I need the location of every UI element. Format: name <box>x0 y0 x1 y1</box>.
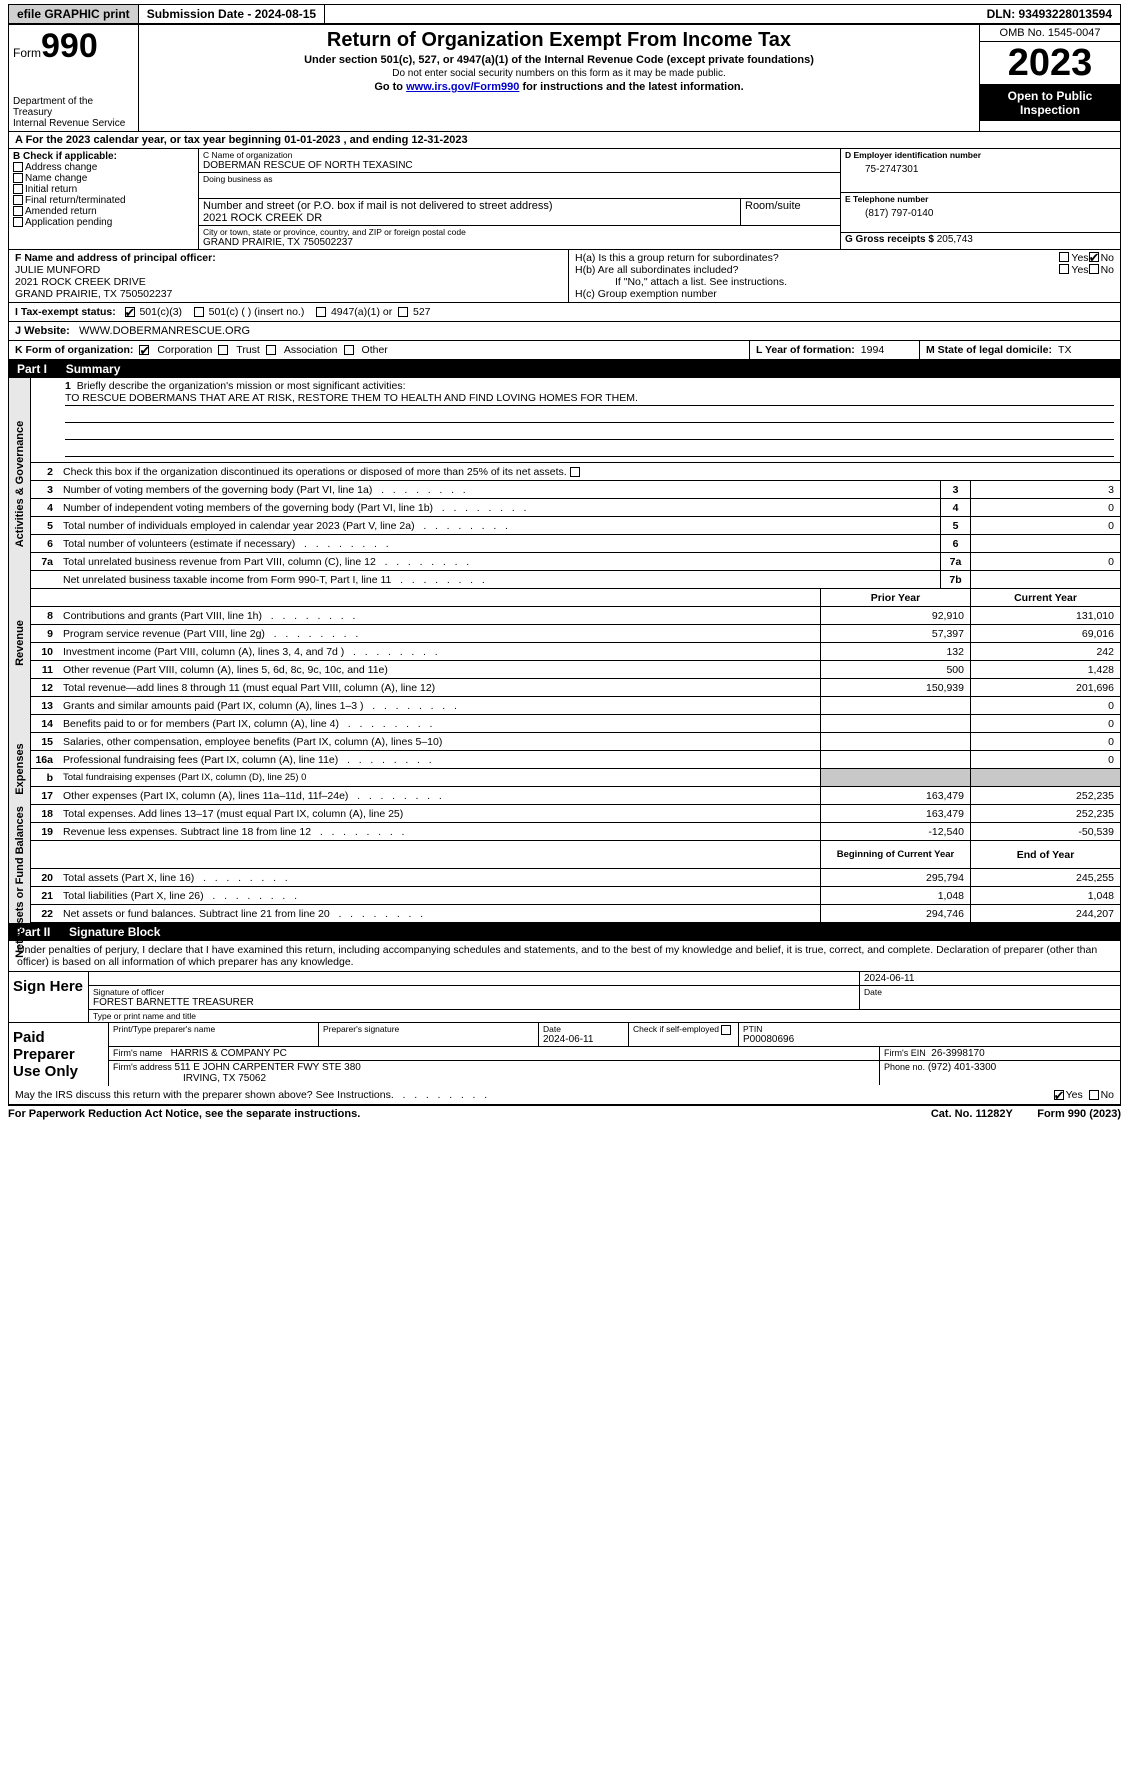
chk-501c3[interactable] <box>125 307 135 317</box>
chk-4947[interactable] <box>316 307 326 317</box>
chk-501c[interactable] <box>194 307 204 317</box>
org-name: DOBERMAN RESCUE OF NORTH TEXASINC <box>203 160 836 171</box>
officer-signature: FOREST BARNETTE TREASURER <box>93 997 855 1008</box>
val-7a: 0 <box>970 553 1120 570</box>
val-4: 0 <box>970 499 1120 516</box>
tax-year: 2023 <box>980 42 1120 85</box>
chk-address-change[interactable] <box>13 162 23 172</box>
chk-hb-yes[interactable] <box>1059 264 1069 274</box>
val-5: 0 <box>970 517 1120 534</box>
tax-exempt-status: I Tax-exempt status: 501(c)(3) 501(c) ( … <box>9 303 1120 322</box>
top-bar: efile GRAPHIC print Submission Date - 20… <box>8 4 1121 24</box>
irs-link[interactable]: www.irs.gov/Form990 <box>406 81 519 93</box>
chk-discuss-no[interactable] <box>1089 1090 1099 1100</box>
phone: (817) 797-0140 <box>845 204 1116 219</box>
val-7b <box>970 571 1120 588</box>
dln: DLN: 93493228013594 <box>979 5 1120 23</box>
org-city: GRAND PRAIRIE, TX 750502237 <box>203 237 836 248</box>
chk-assoc[interactable] <box>266 345 276 355</box>
chk-initial-return[interactable] <box>13 184 23 194</box>
val-6 <box>970 535 1120 552</box>
firm-name: HARRIS & COMPANY PC <box>171 1048 287 1059</box>
chk-discuss-yes[interactable] <box>1054 1090 1064 1100</box>
chk-name-change[interactable] <box>13 173 23 183</box>
col-current-year: Current Year <box>970 589 1120 606</box>
gross-receipts: 205,743 <box>937 234 973 245</box>
year-formation: 1994 <box>861 344 884 356</box>
omb-number: OMB No. 1545-0047 <box>980 25 1120 42</box>
instructions-link-line: Go to www.irs.gov/Form990 for instructio… <box>145 81 973 93</box>
public-inspection: Open to Public Inspection <box>980 85 1120 121</box>
penalties-statement: Under penalties of perjury, I declare th… <box>9 941 1120 971</box>
vtab-governance: Activities & Governance <box>9 378 31 589</box>
val-3: 3 <box>970 481 1120 498</box>
mission-text: TO RESCUE DOBERMANS THAT ARE AT RISK, RE… <box>65 392 1114 406</box>
box-b: B Check if applicable: Address change Na… <box>9 149 199 249</box>
chk-ha-yes[interactable] <box>1059 252 1069 262</box>
firm-phone: (972) 401-3300 <box>928 1062 996 1073</box>
submission-date: Submission Date - 2024-08-15 <box>139 5 325 23</box>
vtab-revenue: Revenue <box>9 589 31 697</box>
org-address: 2021 ROCK CREEK DR <box>203 212 736 224</box>
chk-self-employed[interactable] <box>721 1025 731 1035</box>
ptin: P00080696 <box>743 1034 1116 1045</box>
chk-trust[interactable] <box>218 345 228 355</box>
vtab-net-assets: Net Assets or Fund Balances <box>9 841 31 923</box>
form-id-block: Form990 Department of the Treasury Inter… <box>9 25 139 131</box>
ein: 75-2747301 <box>845 160 1116 175</box>
efile-print-button[interactable]: efile GRAPHIC print <box>9 5 139 23</box>
chk-discontinued[interactable] <box>570 467 580 477</box>
dept-treasury: Department of the Treasury Internal Reve… <box>13 96 134 129</box>
chk-app-pending[interactable] <box>13 217 23 227</box>
website-url: WWW.DOBERMANRESCUE.ORG <box>79 325 250 337</box>
form-ref: Form 990 (2023) <box>1037 1108 1121 1120</box>
sign-here: Sign Here <box>9 972 89 1022</box>
form-title: Return of Organization Exempt From Incom… <box>145 29 973 52</box>
part-2-header: Part II Signature Block <box>9 923 1120 941</box>
chk-ha-no[interactable] <box>1089 252 1099 262</box>
tax-period: A For the 2023 calendar year, or tax yea… <box>9 132 1120 149</box>
cat-no: Cat. No. 11282Y <box>931 1108 1013 1120</box>
chk-final-return[interactable] <box>13 195 23 205</box>
paperwork-notice: For Paperwork Reduction Act Notice, see … <box>8 1108 360 1120</box>
firm-ein: 26-3998170 <box>931 1048 984 1059</box>
chk-other[interactable] <box>344 345 354 355</box>
chk-527[interactable] <box>398 307 408 317</box>
chk-hb-no[interactable] <box>1089 264 1099 274</box>
col-prior-year: Prior Year <box>820 589 970 606</box>
form-subtitle: Under section 501(c), 527, or 4947(a)(1)… <box>145 54 973 66</box>
ssn-notice: Do not enter social security numbers on … <box>145 68 973 79</box>
chk-corp[interactable] <box>139 345 149 355</box>
form-990: Form990 Department of the Treasury Inter… <box>8 24 1121 1106</box>
chk-amended[interactable] <box>13 206 23 216</box>
part-1-header: Part I Summary <box>9 360 1120 378</box>
officer-name: JULIE MUNFORD <box>15 264 562 276</box>
paid-preparer: Paid Preparer Use Only <box>9 1023 109 1086</box>
state-domicile: TX <box>1058 344 1071 356</box>
